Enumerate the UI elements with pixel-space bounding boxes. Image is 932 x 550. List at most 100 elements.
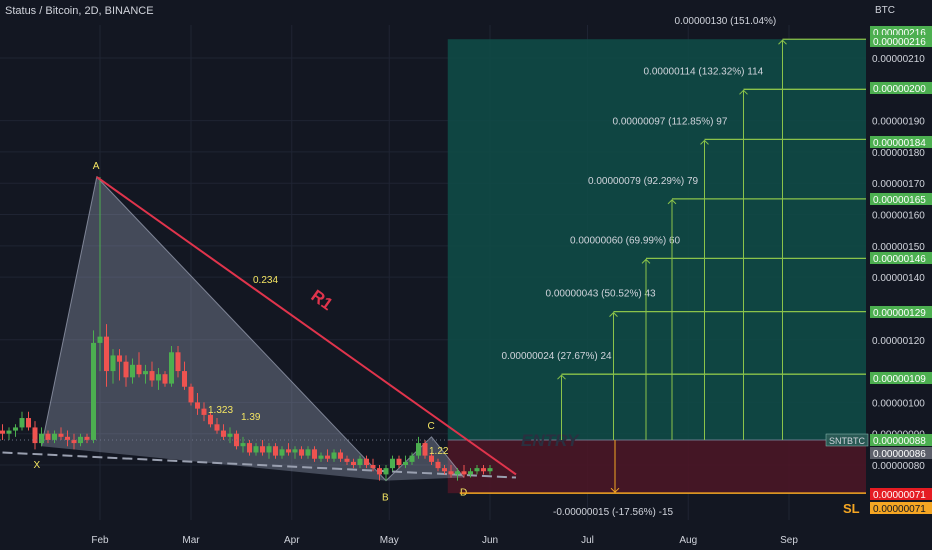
price-axis-tick: 0.00000170 bbox=[872, 179, 925, 190]
candle-body bbox=[429, 455, 434, 462]
candle-body bbox=[409, 455, 415, 462]
time-axis-tick: Jul bbox=[581, 535, 594, 546]
chart-title: Status / Bitcoin, 2D, BINANCE bbox=[5, 5, 154, 17]
candle-body bbox=[273, 446, 278, 456]
candle-body bbox=[13, 427, 18, 431]
price-tag-text: 0.00000088 bbox=[873, 436, 926, 447]
pattern-ratio: 1.323 bbox=[208, 405, 233, 416]
time-axis-tick: Jun bbox=[482, 535, 498, 546]
candle-body bbox=[123, 361, 129, 378]
candle-body bbox=[169, 352, 174, 384]
target-arrowhead bbox=[700, 139, 709, 145]
targets: 0.00000024 (27.67%) 24 0.00000043 (50.52%… bbox=[502, 16, 866, 440]
time-axis-tick: May bbox=[380, 535, 399, 546]
price-tag-text: 0.00000200 bbox=[873, 84, 926, 95]
price-tag bbox=[870, 193, 932, 205]
price-tag-text: 0.00000086 bbox=[873, 449, 926, 460]
candle-body bbox=[247, 443, 252, 453]
target-label: 0.00000079 (92.29%) 79 bbox=[588, 176, 699, 187]
candle-body bbox=[338, 452, 343, 459]
candle-body bbox=[71, 439, 77, 444]
candle-body bbox=[305, 449, 311, 456]
candle-body bbox=[357, 458, 363, 465]
candle-body bbox=[240, 443, 246, 447]
price-tag-text: 0.00000071 bbox=[873, 504, 926, 515]
target-label: 0.00000097 (112.85%) 97 bbox=[613, 116, 728, 127]
target-label: 0.00000130 (151.04%) bbox=[675, 16, 777, 27]
candle-body bbox=[390, 458, 395, 469]
price-tag bbox=[870, 434, 932, 446]
time-axis-tick: Apr bbox=[284, 535, 300, 546]
target-label: 0.00000060 (69.99%) 60 bbox=[570, 235, 681, 246]
candle-body bbox=[435, 461, 441, 469]
price-axis-tick: 0.00000120 bbox=[872, 336, 925, 347]
price-tag-text: 0.00000109 bbox=[873, 374, 926, 385]
stop-loss-arrowhead bbox=[610, 487, 620, 493]
price-tag bbox=[870, 136, 932, 148]
price-tag-text: 0.00000129 bbox=[873, 308, 926, 319]
price-tag bbox=[870, 306, 932, 318]
price-tag bbox=[870, 35, 932, 47]
price-tag bbox=[870, 502, 932, 514]
candle-body bbox=[32, 427, 38, 444]
price-tag-text: 0.00000146 bbox=[873, 254, 926, 265]
candle-body bbox=[299, 449, 304, 456]
price-tag bbox=[870, 447, 932, 459]
candle-body bbox=[325, 455, 330, 459]
candle-body bbox=[416, 443, 421, 456]
candle-body bbox=[188, 386, 194, 403]
price-tag bbox=[870, 252, 932, 264]
profit-zone bbox=[447, 39, 866, 440]
candle-body bbox=[286, 449, 291, 453]
price-axis-tick: 0.00000180 bbox=[872, 148, 925, 159]
candle-body bbox=[149, 371, 155, 381]
target-arrowhead bbox=[739, 89, 748, 95]
point-label-c: C bbox=[428, 421, 435, 432]
candle-body bbox=[455, 471, 460, 475]
candle-body bbox=[221, 430, 226, 437]
stop-loss-label: SL bbox=[843, 501, 860, 516]
target-arrowhead bbox=[641, 258, 651, 264]
candle-body bbox=[474, 468, 480, 472]
price-axis-tick: 0.00000150 bbox=[872, 242, 925, 253]
candle-body bbox=[110, 355, 116, 372]
price-tag-text: 0.00000165 bbox=[873, 195, 926, 206]
candle-body bbox=[422, 443, 428, 456]
candle-body bbox=[117, 355, 122, 362]
price-tag-text: 0.00000071 bbox=[873, 490, 926, 501]
price-axis-tick: 0.00000100 bbox=[872, 398, 925, 409]
time-axis-tick: Aug bbox=[679, 535, 697, 546]
price-axis-tick: 0.00000140 bbox=[872, 273, 925, 284]
candle-body bbox=[370, 465, 376, 469]
candle-body bbox=[344, 458, 350, 462]
candles bbox=[0, 176, 493, 481]
price-tag bbox=[870, 372, 932, 384]
candle-body bbox=[377, 468, 382, 475]
candle-body bbox=[312, 449, 317, 459]
target-label: 0.00000024 (27.67%) 24 bbox=[502, 351, 613, 362]
point-label-b: B bbox=[382, 493, 389, 504]
candle-body bbox=[143, 371, 148, 375]
candle-body bbox=[364, 458, 369, 465]
symbol-tag-text: SNTBTC bbox=[829, 436, 866, 446]
candle-body bbox=[260, 446, 265, 453]
target-arrowhead bbox=[609, 311, 618, 317]
target-label: 0.00000043 (50.52%) 43 bbox=[546, 289, 657, 300]
price-tag-text: 0.00000216 bbox=[873, 37, 926, 48]
candle-body bbox=[292, 449, 298, 453]
candle-body bbox=[448, 471, 454, 475]
target-arrowhead bbox=[667, 199, 677, 205]
price-tag-text: 0.00000216 bbox=[873, 28, 926, 39]
candle-body bbox=[253, 446, 259, 453]
candle-body bbox=[104, 336, 109, 372]
time-axis-tick: Mar bbox=[182, 535, 200, 546]
candle-body bbox=[175, 352, 181, 372]
stop-loss-value: -0.00000015 (-17.56%) -15 bbox=[553, 507, 674, 518]
candle-body bbox=[318, 455, 324, 459]
price-tag bbox=[870, 82, 932, 94]
candle-body bbox=[162, 374, 168, 384]
support-trendline bbox=[2, 451, 517, 479]
candle-body bbox=[279, 449, 285, 456]
price-axis-tick: 0.00000080 bbox=[872, 461, 925, 472]
